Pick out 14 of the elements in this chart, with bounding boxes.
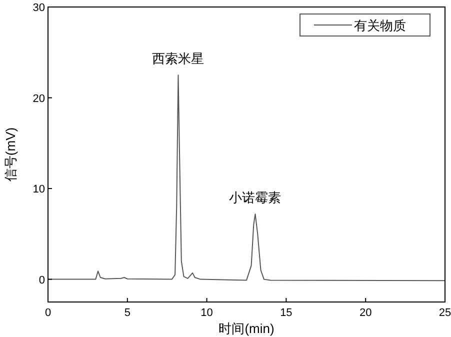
annotation: 西索米星 [152,52,204,68]
x-tick-label: 15 [280,307,292,319]
x-tick-label: 20 [359,307,372,319]
y-tick-label: 10 [32,184,45,196]
legend-label: 有关物质 [354,19,406,34]
x-axis-title: 时间(min) [218,321,274,336]
y-tick-label: 30 [32,2,45,14]
x-tick-label: 25 [438,307,451,319]
x-tick-label: 10 [200,307,213,319]
y-tick-label: 20 [32,92,45,105]
y-axis-title: 信号(mV) [3,127,18,182]
y-tick-label: 0 [38,274,45,286]
x-tick-label: 5 [124,307,130,319]
annotation: 小诺霉素 [229,190,282,206]
